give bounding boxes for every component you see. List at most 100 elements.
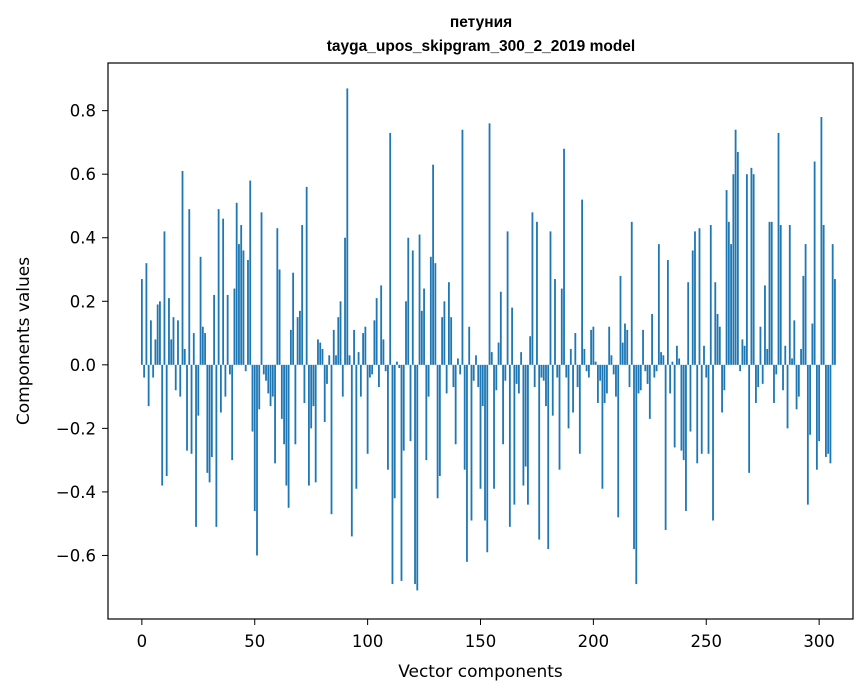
bar (644, 364, 647, 372)
bar (190, 364, 193, 454)
bar (727, 221, 730, 365)
bar (662, 355, 665, 365)
bar (192, 333, 195, 365)
bar (436, 364, 439, 499)
bar (540, 364, 543, 378)
bar (527, 364, 529, 505)
bar (328, 355, 331, 365)
bar (373, 320, 376, 365)
bar (669, 364, 672, 394)
bar (443, 301, 446, 365)
bar (551, 364, 554, 416)
bar (459, 364, 462, 375)
bar (642, 329, 644, 365)
bar (339, 301, 342, 365)
bar (694, 231, 696, 365)
bar (793, 320, 796, 365)
bar (806, 364, 809, 505)
bar (258, 364, 261, 410)
bar (310, 364, 313, 429)
bar (732, 174, 735, 365)
bar (375, 298, 378, 365)
bar (691, 250, 694, 365)
bar (429, 256, 432, 365)
bar (231, 364, 234, 461)
bar (486, 364, 489, 553)
bar (350, 364, 353, 537)
y-tick-label: 0.6 (70, 165, 96, 184)
bar (565, 364, 568, 378)
bar (676, 345, 678, 365)
bar (240, 225, 243, 365)
bar (294, 364, 297, 445)
bar (484, 364, 486, 521)
bar (599, 364, 602, 381)
bar (391, 364, 394, 585)
bar (707, 364, 710, 454)
bar (648, 364, 651, 419)
bar (802, 275, 805, 365)
bar (612, 364, 615, 375)
bar (716, 313, 719, 365)
bar (276, 228, 279, 365)
bar (741, 339, 744, 365)
bar (387, 364, 389, 470)
x-tick-label: 300 (803, 632, 835, 651)
bar (712, 364, 714, 521)
bar (804, 244, 807, 365)
bar (247, 259, 249, 365)
bar (520, 352, 523, 365)
bar (317, 339, 319, 365)
bar (287, 364, 290, 508)
bar (619, 275, 622, 365)
y-axis-label: Components values (14, 257, 34, 425)
bar (418, 234, 421, 365)
bar (353, 329, 355, 365)
x-tick-label: 100 (352, 632, 384, 651)
bar (204, 333, 206, 365)
bar (402, 364, 405, 451)
bar (222, 218, 225, 365)
bar (502, 364, 504, 445)
bar (197, 364, 200, 416)
bar (457, 358, 459, 365)
bar (574, 333, 577, 365)
x-tick-label: 200 (578, 632, 610, 651)
bar (590, 329, 593, 365)
bar (380, 285, 383, 365)
bar (766, 348, 769, 365)
chart-subtitle: tayga_upos_skipgram_300_2_2019 model (327, 38, 635, 55)
bar (818, 364, 821, 442)
bar (660, 352, 663, 365)
bar (341, 364, 344, 397)
bar (183, 348, 186, 365)
bar (596, 364, 599, 403)
bar (423, 288, 425, 365)
bar (319, 342, 322, 365)
bar (475, 355, 477, 365)
bar (563, 148, 565, 365)
bar (687, 282, 690, 365)
bar (655, 364, 658, 372)
bar (479, 364, 482, 489)
bar (576, 364, 579, 388)
bar (219, 364, 222, 413)
bar (393, 364, 396, 499)
bar (725, 190, 728, 365)
bar (671, 361, 674, 365)
bar (163, 231, 166, 365)
bars-group (140, 88, 836, 591)
bar (470, 364, 473, 521)
bar (786, 364, 789, 429)
bar (330, 364, 333, 515)
bar (558, 364, 561, 470)
bar (283, 364, 285, 445)
bar (278, 269, 281, 365)
bar (432, 164, 434, 365)
bar (800, 348, 802, 365)
bar (454, 364, 457, 445)
bar (308, 364, 310, 486)
bar (269, 364, 272, 407)
bar (280, 364, 283, 419)
bar (587, 364, 590, 378)
